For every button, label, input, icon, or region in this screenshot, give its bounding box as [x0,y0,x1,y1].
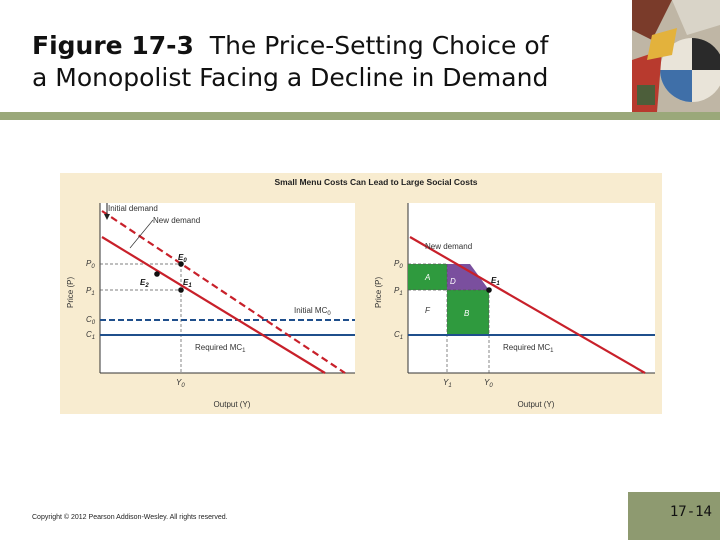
right-area-a-label: A [424,273,430,282]
decorative-art-image [632,0,720,112]
left-point-e2 [154,271,160,277]
arrow-down-icon [104,214,110,220]
title-area: Figure 17-3 The Price-Setting Choice of … [0,0,628,112]
right-new-demand-label: New demand [425,242,472,251]
right-area-f-label: F [425,306,431,315]
slide-title: Figure 17-3 The Price-Setting Choice of … [32,30,548,94]
abstract-art-icon [632,0,720,112]
left-y0-tick: Y0 [176,378,185,389]
right-area-b-label: B [464,309,470,318]
right-c1-tick: C1 [394,330,403,341]
left-plot-area [100,203,355,373]
left-required-mc-label: Required MC1 [195,343,246,354]
title-figure-number: Figure 17-3 [32,31,194,60]
figure-header: Small Menu Costs Can Lead to Large Socia… [274,177,477,187]
left-initial-mc-label: Initial MC0 [294,306,331,317]
left-p0-tick: P0 [86,259,95,270]
right-area-d-label: D [450,277,456,286]
left-new-demand-leader [129,219,154,249]
right-y0-tick: Y0 [484,378,493,389]
figure-panel: Small Menu Costs Can Lead to Large Socia… [60,173,662,414]
left-y-axis-label: Price (P) [66,277,75,308]
right-y1-tick: Y1 [443,378,452,389]
right-area-b [447,290,489,335]
left-new-demand-line [101,236,326,374]
right-point-e1 [486,287,492,293]
title-line-1: The Price-Setting Choice of [209,31,549,60]
left-c1-tick: C1 [86,330,95,341]
right-area-a [408,264,447,290]
left-e2-label: E2 [140,278,149,289]
left-x-axis-label: Output (Y) [214,400,251,409]
figure-diagram: Small Menu Costs Can Lead to Large Socia… [66,177,655,409]
copyright-notice: Copyright © 2012 Pearson Addison-Wesley.… [32,514,228,521]
right-p0-tick: P0 [394,259,403,270]
right-x-axis-label: Output (Y) [518,400,555,409]
right-margin-strip [712,120,720,500]
left-new-demand-label: New demand [153,216,200,225]
right-required-mc-label: Required MC1 [503,343,554,354]
left-e0-label: E0 [178,253,187,264]
right-new-demand-line [409,236,646,374]
left-initial-demand-label: Initial demand [108,204,158,213]
right-area-d [447,264,489,290]
right-y-axis-label: Price (P) [374,277,383,308]
left-c0-tick: C0 [86,315,96,326]
left-p1-tick: P1 [86,286,95,297]
right-e1-label: E1 [491,276,500,287]
right-p1-tick: P1 [394,286,403,297]
page-number: 17-14 [669,504,712,520]
left-point-e1 [178,287,184,293]
title-divider [0,112,720,120]
left-e1-label: E1 [183,278,192,289]
left-point-e0 [178,261,184,267]
left-initial-demand-line [101,210,346,374]
page-number-box: 17-14 [628,492,720,540]
title-line-2: a Monopolist Facing a Decline in Demand [32,63,549,92]
